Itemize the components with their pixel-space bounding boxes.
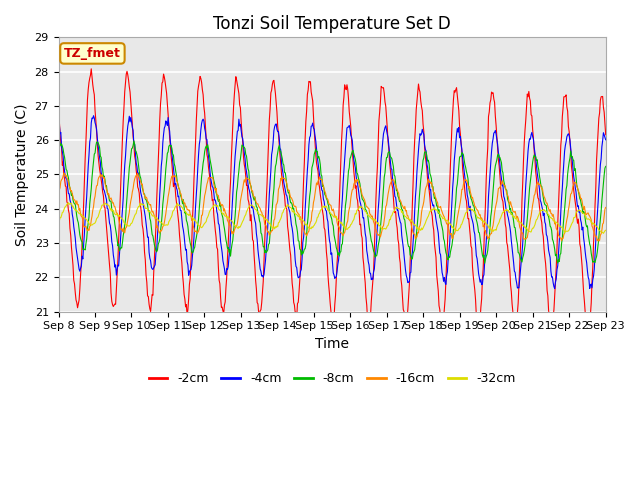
X-axis label: Time: Time (315, 337, 349, 351)
-8cm (602, 164, 609, 169)
Line: -32cm: -32cm (58, 203, 605, 233)
-2cm (122, 80, 129, 86)
-4cm (551, 286, 559, 291)
-4cm (415, 138, 423, 144)
Line: -2cm: -2cm (58, 69, 605, 330)
-4cm (602, 137, 609, 143)
-16cm (602, 204, 609, 210)
-8cm (206, 156, 214, 162)
-2cm (602, 132, 609, 138)
-2cm (65, 207, 72, 213)
-16cm (122, 225, 129, 231)
Y-axis label: Soil Temperature (C): Soil Temperature (C) (15, 103, 29, 246)
-16cm (415, 224, 423, 229)
-2cm (88, 66, 95, 72)
-4cm (54, 118, 62, 123)
-16cm (54, 193, 62, 199)
-4cm (399, 244, 407, 250)
Line: -16cm: -16cm (58, 173, 605, 241)
-8cm (54, 143, 62, 148)
-16cm (399, 204, 407, 210)
-2cm (54, 101, 62, 107)
-4cm (177, 207, 185, 213)
-32cm (206, 208, 214, 214)
-4cm (122, 154, 129, 159)
-4cm (65, 191, 72, 196)
Legend: -2cm, -4cm, -8cm, -16cm, -32cm: -2cm, -4cm, -8cm, -16cm, -32cm (143, 367, 521, 390)
-2cm (547, 327, 555, 333)
-8cm (130, 138, 138, 144)
-32cm (54, 219, 62, 225)
-8cm (399, 211, 407, 217)
-8cm (65, 175, 72, 180)
-32cm (600, 230, 607, 236)
-8cm (481, 261, 488, 266)
-8cm (415, 195, 423, 201)
-2cm (415, 86, 423, 92)
-2cm (399, 307, 407, 312)
-16cm (65, 184, 73, 190)
Text: TZ_fmet: TZ_fmet (64, 47, 121, 60)
-2cm (177, 252, 185, 258)
Title: Tonzi Soil Temperature Set D: Tonzi Soil Temperature Set D (213, 15, 451, 33)
-32cm (602, 228, 609, 233)
Line: -4cm: -4cm (58, 116, 605, 288)
-16cm (177, 191, 185, 197)
-16cm (595, 238, 603, 244)
-8cm (121, 222, 129, 228)
-8cm (177, 193, 185, 199)
-4cm (90, 113, 97, 119)
-2cm (206, 176, 214, 182)
-32cm (415, 226, 423, 232)
-32cm (65, 202, 73, 207)
Line: -8cm: -8cm (58, 141, 605, 264)
-32cm (399, 211, 407, 217)
-32cm (122, 222, 129, 228)
-4cm (206, 168, 214, 174)
-16cm (60, 170, 68, 176)
-32cm (177, 203, 185, 209)
-32cm (65, 200, 72, 205)
-16cm (206, 175, 214, 181)
